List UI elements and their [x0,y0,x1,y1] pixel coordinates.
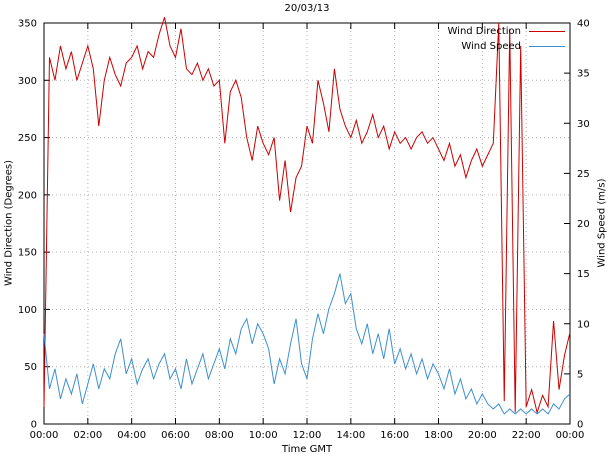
legend: Wind Direction Wind Speed [447,24,565,54]
x-tick-label: 08:00 [205,430,234,441]
x-tick-label: 14:00 [336,430,365,441]
x-tick-label: 02:00 [73,430,102,441]
legend-line-wind-speed [529,46,565,47]
x-tick-label: 20:00 [468,430,497,441]
y2-tick-label: 0 [577,420,583,431]
chart-title: 20/03/13 [284,3,330,14]
y-tick-label: 200 [18,190,37,201]
series-wind-direction [43,17,571,415]
y-tick-label: 300 [18,76,37,87]
y-tick-label: 50 [24,362,37,373]
y-tick-label: 100 [18,305,37,316]
legend-item-wind-speed: Wind Speed [448,39,565,54]
x-tick-label: 18:00 [424,430,453,441]
y2-tick-label: 25 [577,169,590,180]
x-tick-label: 16:00 [380,430,409,441]
legend-line-wind-direction [529,31,565,32]
y2-tick-label: 20 [577,219,590,230]
x-tick-label: 22:00 [512,430,541,441]
y-tick-label: 150 [18,248,37,259]
x-tick-label: 10:00 [249,430,278,441]
y-tick-label: 350 [18,19,37,30]
legend-label-wind-speed: Wind Speed [461,41,521,52]
legend-item-wind-direction: Wind Direction [447,24,565,39]
x-tick-label: 12:00 [293,430,322,441]
series-wind-speed [43,273,571,415]
y-tick-label: 250 [18,133,37,144]
plot-border [43,22,571,425]
y2-tick-label: 30 [577,119,590,130]
legend-label-wind-direction: Wind Direction [447,26,522,37]
x-tick-label: 00:00 [556,430,585,441]
y2-tick-label: 15 [577,269,590,280]
y2-tick-label: 5 [577,369,583,380]
y2-tick-label: 10 [577,319,590,330]
x-tick-label: 04:00 [117,430,146,441]
y2-tick-label: 40 [577,19,590,30]
x-tick-label: 06:00 [161,430,190,441]
y2-tick-label: 35 [577,69,590,80]
y-tick-label: 0 [31,420,37,431]
x-axis-label: Time GMT [281,444,333,455]
x-tick-label: 00:00 [30,430,59,441]
